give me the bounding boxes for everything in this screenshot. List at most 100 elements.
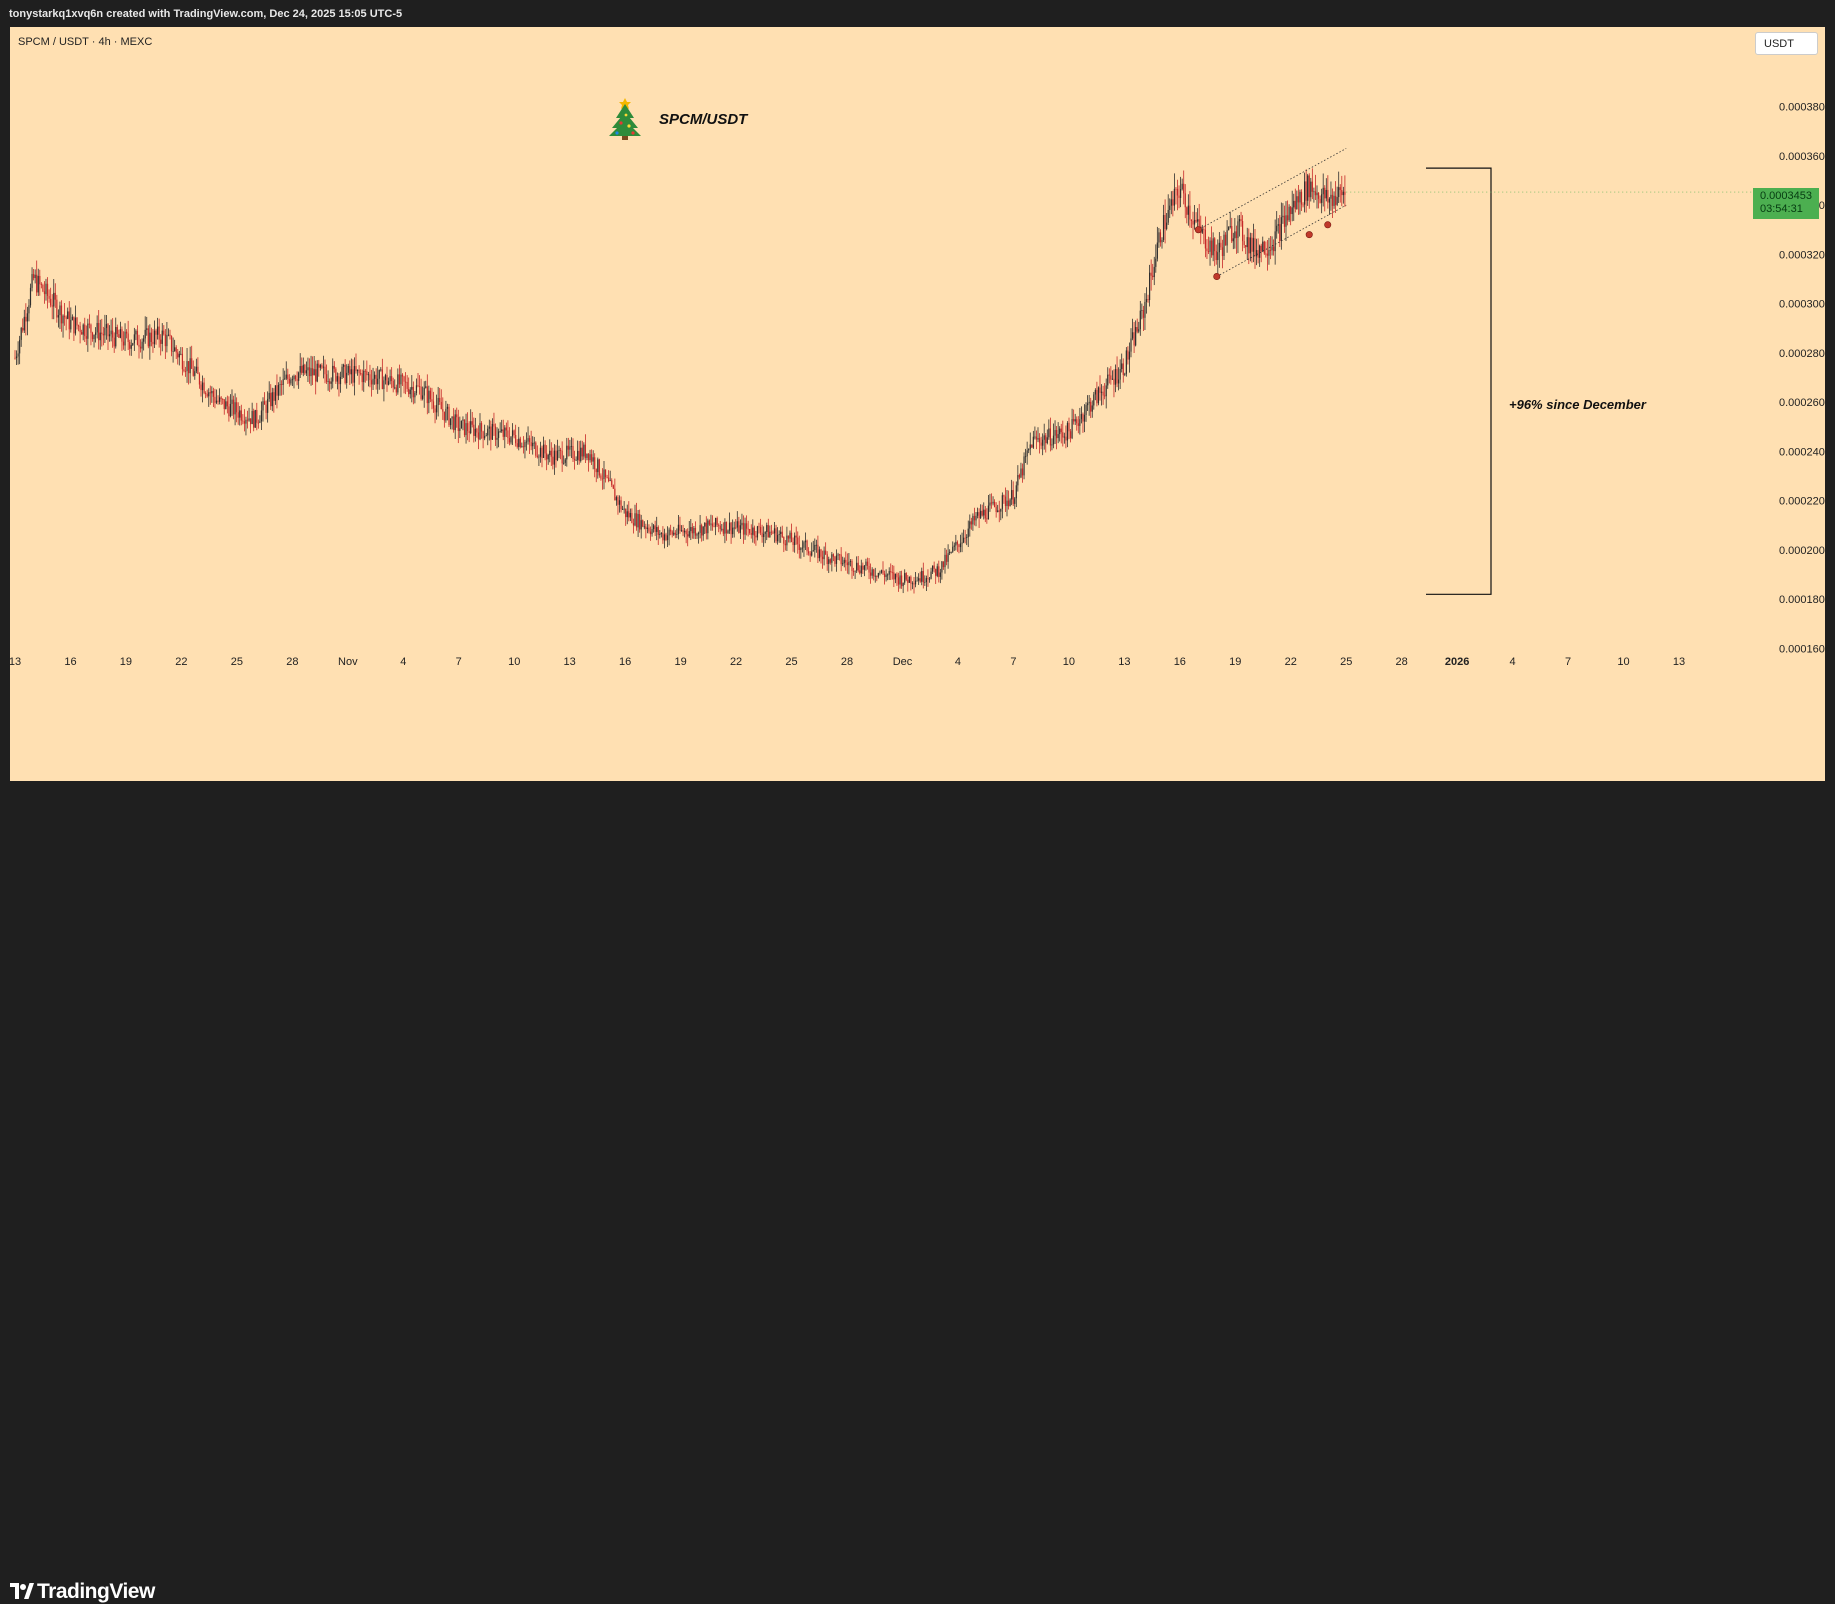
candle-body	[614, 488, 616, 501]
candle-body	[436, 405, 438, 413]
christmas-tree-icon	[609, 98, 641, 140]
candle-body	[964, 537, 966, 539]
candle-body	[604, 469, 607, 478]
channel-touch-point	[1305, 231, 1313, 239]
candle-body	[20, 328, 22, 340]
candle-body	[386, 375, 388, 385]
candle-body	[133, 334, 135, 344]
candle-body	[997, 510, 999, 512]
candle-body	[949, 551, 951, 554]
candle-body	[372, 378, 374, 385]
candle-body	[947, 553, 949, 562]
candle-body	[121, 329, 123, 342]
candle-body	[724, 521, 726, 534]
candle-body	[395, 387, 397, 393]
candle-body	[293, 375, 295, 380]
candle-body	[110, 330, 112, 335]
candle-body	[1305, 181, 1307, 201]
candle-body	[829, 559, 831, 563]
candlestick-chart[interactable]: 0.00038000.00036000.00034000.00032000.00…	[10, 27, 1825, 781]
candle-body	[29, 287, 32, 306]
candle-body	[873, 569, 875, 577]
x-tick-label: 7	[1565, 656, 1571, 668]
candle-body	[1245, 245, 1247, 248]
candle-body	[566, 445, 568, 460]
candle-body	[564, 459, 566, 463]
candle-body	[811, 551, 813, 556]
candle-body	[1000, 508, 1002, 512]
candle-body	[346, 372, 348, 384]
x-tick-label: Dec	[893, 656, 913, 668]
bar-countdown: 03:54:31	[1760, 203, 1803, 215]
candle-body	[843, 559, 845, 564]
chart-panel[interactable]: 0.00038000.00036000.00034000.00032000.00…	[10, 27, 1825, 781]
candle-body	[1240, 219, 1242, 222]
candle-body	[220, 397, 222, 400]
candle-body	[219, 397, 221, 402]
candle-body	[674, 532, 676, 535]
candle-body	[54, 292, 56, 300]
candle-body	[1025, 456, 1027, 458]
candle-body	[1121, 363, 1123, 369]
candle-body	[721, 528, 723, 530]
candle-body	[769, 531, 771, 538]
candle-body	[1291, 207, 1293, 215]
candle-body	[992, 501, 994, 504]
candle-body	[355, 366, 357, 372]
currency-button[interactable]: USDT	[1755, 32, 1818, 55]
candle-body	[191, 358, 193, 369]
candle-body	[1259, 245, 1261, 258]
candle-body	[592, 457, 594, 462]
candle-body	[1313, 191, 1315, 193]
candle-body	[439, 397, 441, 402]
candle-body	[1065, 436, 1067, 441]
x-tick-label: 10	[508, 656, 520, 668]
candle-body	[1308, 175, 1310, 198]
last-price-value: 0.0003453	[1760, 190, 1812, 202]
candle-body	[22, 328, 24, 331]
candle-body	[795, 535, 797, 538]
candle-body	[918, 578, 920, 581]
candle-body	[1150, 272, 1152, 276]
x-tick-label: 2026	[1445, 656, 1469, 668]
candle-body	[197, 366, 199, 374]
candle-body	[177, 352, 179, 358]
candle-body	[132, 343, 134, 346]
candle-body	[335, 368, 337, 382]
candle-body	[122, 341, 125, 346]
x-tick-label: 22	[730, 656, 742, 668]
candle-body	[626, 511, 628, 518]
candle-body	[243, 421, 245, 424]
candle-body	[381, 369, 383, 389]
candle-body	[635, 513, 638, 528]
candle-body	[1035, 436, 1038, 440]
range-bracket	[1426, 167, 1492, 595]
candle-body	[656, 527, 658, 532]
candle-body	[406, 381, 408, 389]
candle-body	[702, 526, 704, 536]
candle-body	[1314, 191, 1317, 196]
candle-body	[98, 322, 100, 341]
candle-body	[904, 573, 906, 583]
candle-body	[804, 540, 807, 543]
candle-body	[308, 367, 311, 377]
candle-body	[158, 326, 160, 340]
candle-body	[950, 551, 952, 553]
candle-body	[1232, 238, 1234, 242]
candle-body	[1007, 500, 1010, 507]
candle-body	[90, 324, 92, 333]
candle-body	[837, 554, 839, 556]
candle-body	[43, 291, 46, 295]
candle-body	[325, 374, 328, 382]
candle-body	[1122, 363, 1124, 375]
candle-body	[104, 327, 106, 336]
candle-body	[418, 386, 421, 387]
candle-body	[301, 366, 303, 373]
candle-body	[501, 429, 503, 432]
candle-body	[676, 534, 678, 535]
candle-body	[1045, 435, 1047, 444]
candle-body	[1276, 225, 1278, 232]
